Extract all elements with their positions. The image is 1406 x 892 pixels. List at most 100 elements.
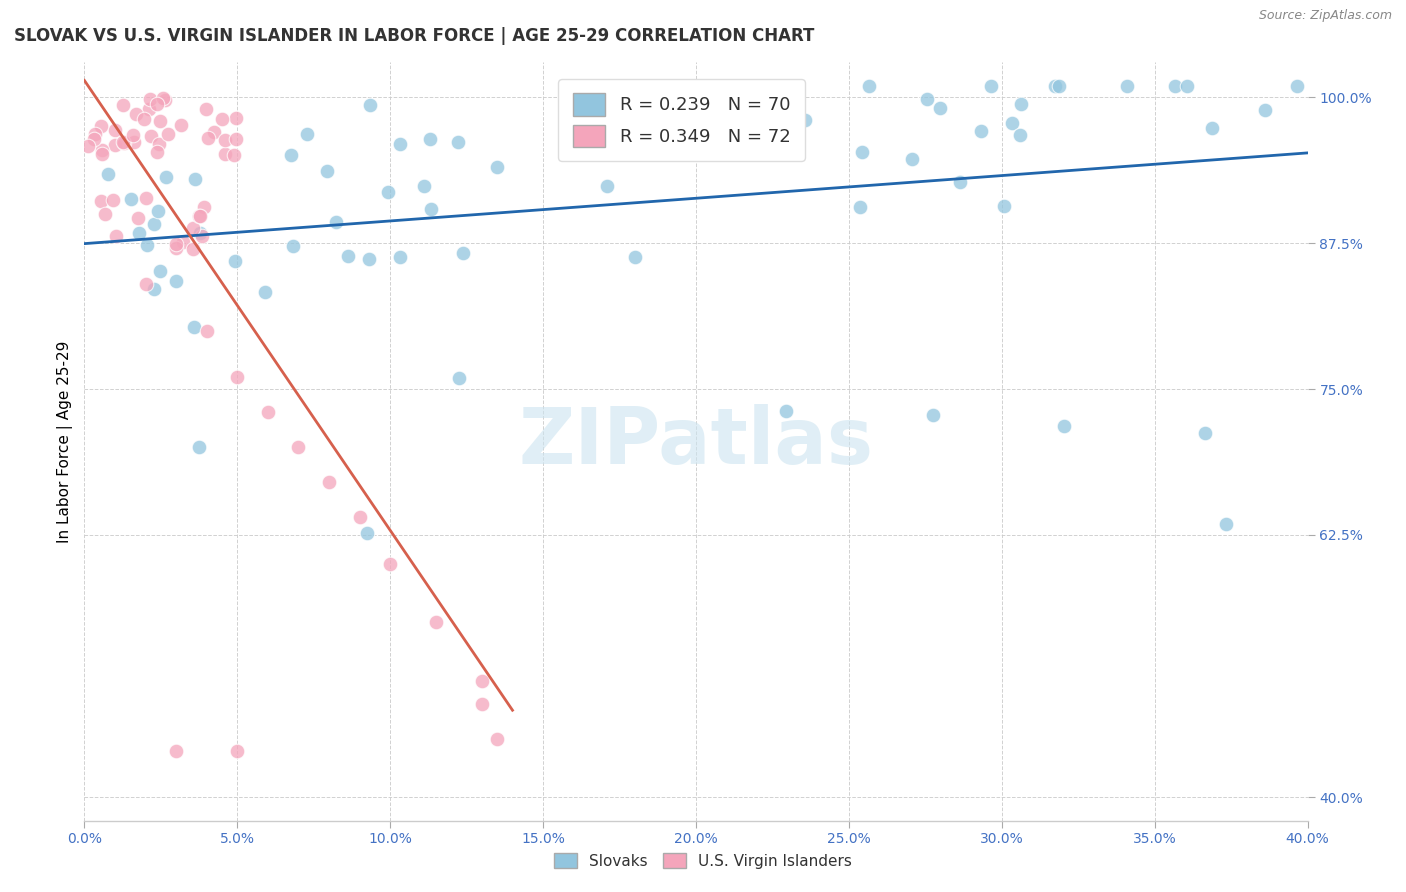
Point bbox=[471, 673, 494, 688]
Point bbox=[257, 405, 280, 419]
Point bbox=[135, 191, 157, 205]
Point bbox=[128, 227, 150, 241]
Point bbox=[1010, 96, 1032, 111]
Point bbox=[146, 203, 169, 218]
Point bbox=[181, 220, 204, 235]
Point bbox=[325, 215, 347, 229]
Point bbox=[486, 160, 509, 174]
Point bbox=[356, 525, 378, 540]
Point bbox=[336, 249, 359, 263]
Point bbox=[211, 112, 233, 126]
Point bbox=[143, 217, 166, 231]
Point bbox=[135, 277, 157, 291]
Point bbox=[224, 148, 246, 162]
Point bbox=[1175, 78, 1198, 93]
Point bbox=[135, 238, 157, 252]
Point bbox=[316, 164, 339, 178]
Point bbox=[388, 250, 411, 264]
Point bbox=[149, 264, 172, 278]
Point bbox=[141, 128, 163, 143]
Point bbox=[124, 135, 146, 149]
Point bbox=[112, 136, 135, 151]
Point bbox=[112, 135, 135, 149]
Point bbox=[794, 113, 817, 128]
Point bbox=[949, 175, 972, 189]
Point bbox=[148, 136, 170, 151]
Point bbox=[188, 209, 211, 223]
Point bbox=[915, 92, 938, 106]
Point bbox=[104, 123, 127, 137]
Point bbox=[413, 179, 436, 194]
Point bbox=[90, 194, 112, 208]
Text: SLOVAK VS U.S. VIRGIN ISLANDER IN LABOR FORCE | AGE 25-29 CORRELATION CHART: SLOVAK VS U.S. VIRGIN ISLANDER IN LABOR … bbox=[14, 27, 814, 45]
Point bbox=[104, 228, 127, 243]
Point bbox=[681, 116, 703, 130]
Point bbox=[214, 147, 236, 161]
Point bbox=[165, 274, 187, 288]
Point bbox=[139, 92, 162, 106]
Point bbox=[149, 114, 172, 128]
Point bbox=[142, 282, 165, 296]
Point bbox=[197, 131, 219, 145]
Point bbox=[121, 128, 143, 142]
Point bbox=[194, 102, 217, 116]
Point bbox=[191, 228, 214, 243]
Point bbox=[188, 226, 211, 240]
Point bbox=[153, 93, 176, 107]
Point bbox=[146, 145, 169, 159]
Point bbox=[195, 324, 218, 338]
Point bbox=[225, 111, 247, 125]
Point bbox=[486, 731, 509, 746]
Point bbox=[318, 475, 340, 490]
Point bbox=[83, 127, 105, 141]
Point bbox=[1194, 425, 1216, 440]
Point bbox=[451, 245, 474, 260]
Point bbox=[380, 557, 402, 571]
Point bbox=[170, 118, 193, 132]
Point bbox=[447, 371, 470, 385]
Point bbox=[214, 133, 236, 147]
Point bbox=[922, 408, 945, 422]
Point bbox=[132, 112, 155, 126]
Point bbox=[83, 132, 105, 146]
Point bbox=[349, 510, 371, 524]
Point bbox=[447, 135, 470, 149]
Point bbox=[187, 440, 209, 454]
Point bbox=[97, 167, 120, 181]
Point bbox=[770, 128, 793, 142]
Legend: Slovaks, U.S. Virgin Islanders: Slovaks, U.S. Virgin Islanders bbox=[548, 847, 858, 875]
Point bbox=[155, 170, 177, 185]
Point bbox=[152, 91, 174, 105]
Point bbox=[165, 744, 187, 758]
Point bbox=[157, 128, 180, 142]
Point bbox=[145, 97, 167, 112]
Point bbox=[226, 744, 249, 758]
Point bbox=[1254, 103, 1277, 117]
Point bbox=[183, 319, 205, 334]
Point bbox=[124, 107, 146, 121]
Point bbox=[181, 242, 204, 256]
Point bbox=[138, 102, 160, 116]
Point bbox=[858, 78, 880, 93]
Point bbox=[357, 252, 380, 266]
Point bbox=[1001, 116, 1024, 130]
Point bbox=[1010, 128, 1032, 143]
Point bbox=[188, 209, 211, 223]
Point bbox=[849, 200, 872, 214]
Point bbox=[90, 120, 112, 134]
Point bbox=[254, 285, 277, 300]
Point bbox=[1043, 78, 1066, 93]
Point bbox=[225, 131, 247, 145]
Point bbox=[775, 404, 797, 418]
Point bbox=[165, 237, 187, 252]
Point bbox=[1053, 419, 1076, 434]
Legend: R = 0.239   N = 70, R = 0.349   N = 72: R = 0.239 N = 70, R = 0.349 N = 72 bbox=[558, 79, 804, 161]
Point bbox=[1201, 121, 1223, 136]
Point bbox=[1215, 516, 1237, 531]
Point bbox=[718, 78, 741, 93]
Point bbox=[1116, 78, 1139, 93]
Point bbox=[281, 238, 304, 252]
Point bbox=[377, 185, 399, 199]
Point bbox=[193, 200, 215, 214]
Point bbox=[595, 179, 617, 194]
